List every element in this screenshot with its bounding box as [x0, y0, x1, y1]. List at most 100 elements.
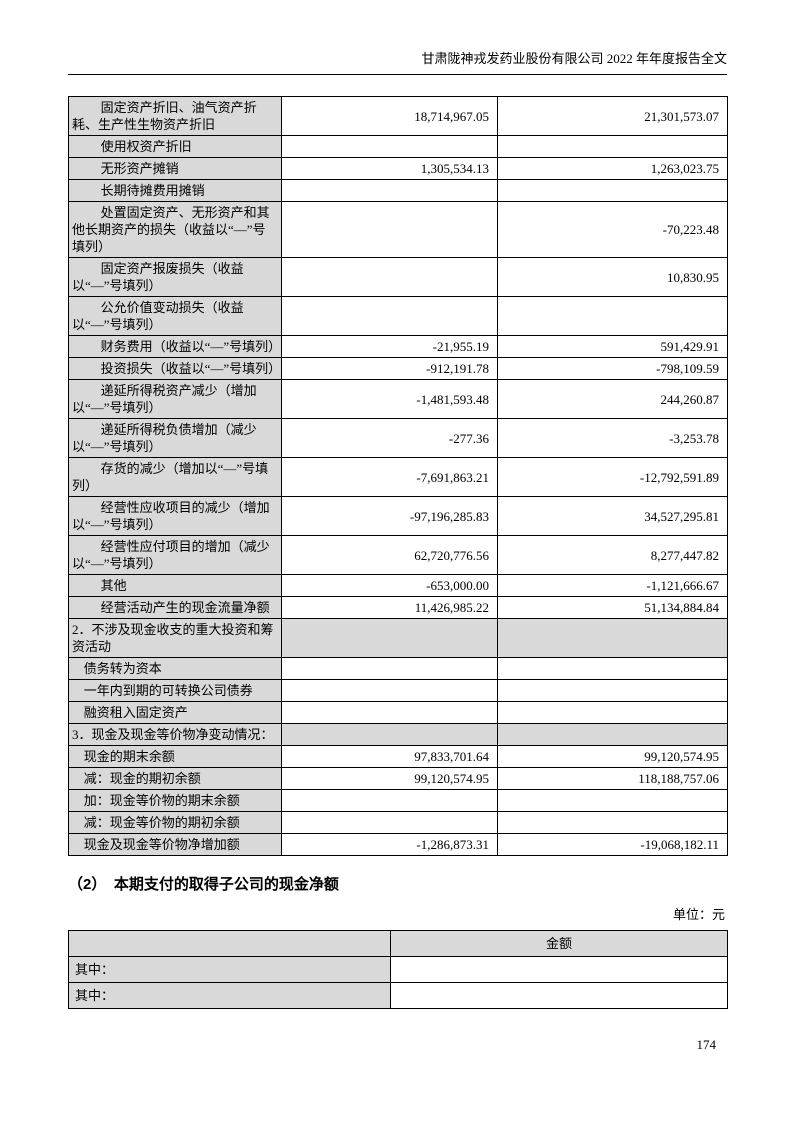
amount-col2: [497, 135, 728, 158]
amount-col2: 51,134,884.84: [497, 596, 728, 619]
amount-col2: -19,068,182.11: [497, 833, 728, 856]
row-label: 2．不涉及现金收支的重大投资和筹资活动: [68, 618, 282, 658]
amount-col1: 18,714,967.05: [281, 96, 498, 136]
amount-col1: -653,000.00: [281, 574, 498, 597]
cash-flow-table-body: 固定资产折旧、油气资产折耗、生产性生物资产折旧 18,714,967.05 21,3…: [68, 96, 728, 856]
amount-col1: -912,191.78: [281, 357, 498, 380]
header-title: 甘肃陇神戎发药业股份有限公司 2022 年年度报告全文: [421, 51, 727, 66]
row-label: 融资租入固定资产: [68, 701, 282, 724]
row-label: 公允价值变动损失（收益以“—”号填列）: [68, 296, 282, 336]
table-row: 减：现金的期初余额 99,120,574.95 118,188,757.06: [68, 767, 728, 790]
table-row: 其中：: [68, 956, 728, 983]
row-label: 其中：: [68, 982, 391, 1009]
row-label: 处置固定资产、无形资产和其他长期资产的损失（收益以“—”号填列）: [68, 201, 282, 258]
row-label: 现金及现金等价物净增加额: [68, 833, 282, 856]
row-label: 长期待摊费用摊销: [68, 179, 282, 202]
amount-col2: -70,223.48: [497, 201, 728, 258]
amount-col2: [497, 723, 728, 746]
table-row: 投资损失（收益以“—”号填列） -912,191.78 -798,109.59: [68, 357, 728, 380]
row-label: 财务费用（收益以“—”号填列）: [68, 335, 282, 358]
row-label: 其中：: [68, 956, 391, 983]
amount-col1: -1,286,873.31: [281, 833, 498, 856]
row-label: 经营活动产生的现金流量净额: [68, 596, 282, 619]
table-row: 使用权资产折旧: [68, 135, 728, 158]
amount-col1: [281, 701, 498, 724]
amount-col2: 8,277,447.82: [497, 535, 728, 575]
amount-col1: [281, 789, 498, 812]
row-label: 经营性应收项目的减少（增加以“—”号填列）: [68, 496, 282, 536]
page-header: 甘肃陇神戎发药业股份有限公司 2022 年年度报告全文: [68, 51, 727, 75]
amount-col2: 21,301,573.07: [497, 96, 728, 136]
row-label: 经营性应付项目的增加（减少以“—”号填列）: [68, 535, 282, 575]
row-label: 固定资产折旧、油气资产折耗、生产性生物资产折旧: [68, 96, 282, 136]
row-label: 加：现金等价物的期末余额: [68, 789, 282, 812]
row-label: 其他: [68, 574, 282, 597]
table-row: 递延所得税资产减少（增加以“—”号填列） -1,481,593.48 244,260…: [68, 379, 728, 419]
table-row: 无形资产摊销 1,305,534.13 1,263,023.75: [68, 157, 728, 180]
amount-col2: [497, 789, 728, 812]
subsidiary-cash-table-body: 金额 其中： 其中：: [68, 930, 728, 1009]
unit-label: 单位：元: [672, 907, 725, 922]
amount-col1: -1,481,593.48: [281, 379, 498, 419]
amount-col1: -97,196,285.83: [281, 496, 498, 536]
amount-col2: [497, 657, 728, 680]
subsidiary-cash-table: 金额 其中： 其中：: [68, 930, 728, 1009]
page-content: 甘肃陇神戎发药业股份有限公司 2022 年年度报告全文 固定资产折旧、油气资产折…: [68, 0, 728, 1009]
amount-col1: [281, 657, 498, 680]
row-label: 债务转为资本: [68, 657, 282, 680]
amount-col1: -277.36: [281, 418, 498, 458]
amount-col2: [497, 296, 728, 336]
row-label: 投资损失（收益以“—”号填列）: [68, 357, 282, 380]
table-row: 融资租入固定资产: [68, 701, 728, 724]
amount-col1: 1,305,534.13: [281, 157, 498, 180]
amount-col2: 591,429.91: [497, 335, 728, 358]
amount-col2: -798,109.59: [497, 357, 728, 380]
section-heading: （2） 本期支付的取得子公司的现金净额: [68, 875, 727, 894]
table-row: 加：现金等价物的期末余额: [68, 789, 728, 812]
table-row: 固定资产报废损失（收益以“—”号填列） 10,830.95: [68, 257, 728, 297]
header-empty-cell: [68, 930, 391, 957]
table-row: 长期待摊费用摊销: [68, 179, 728, 202]
amount-col2: 10,830.95: [497, 257, 728, 297]
amount-col1: [281, 296, 498, 336]
row-label: 无形资产摊销: [68, 157, 282, 180]
row-label: 递延所得税资产减少（增加以“—”号填列）: [68, 379, 282, 419]
amount-col1: [281, 618, 498, 658]
amount-col1: [281, 679, 498, 702]
amount-col2: [497, 618, 728, 658]
amount-col1: 99,120,574.95: [281, 767, 498, 790]
table-row: 经营活动产生的现金流量净额 11,426,985.22 51,134,884.84: [68, 596, 728, 619]
row-label: 存货的减少（增加以“—”号填列）: [68, 457, 282, 497]
table-row: 其他 -653,000.00 -1,121,666.67: [68, 574, 728, 597]
amount-col2: 34,527,295.81: [497, 496, 728, 536]
amount-col2: [497, 679, 728, 702]
amount-col2: [497, 701, 728, 724]
amount-col2: -3,253.78: [497, 418, 728, 458]
amount-col1: 97,833,701.64: [281, 745, 498, 768]
amount-col1: -7,691,863.21: [281, 457, 498, 497]
amount-col2: 99,120,574.95: [497, 745, 728, 768]
row-label: 一年内到期的可转换公司债券: [68, 679, 282, 702]
amount-col1: [281, 811, 498, 834]
table-row: 其中：: [68, 982, 728, 1009]
row-label: 3．现金及现金等价物净变动情况：: [68, 723, 282, 746]
header-amount-cell: 金额: [390, 930, 728, 957]
row-amount: [390, 982, 728, 1009]
table-row: 处置固定资产、无形资产和其他长期资产的损失（收益以“—”号填列） -70,223.…: [68, 201, 728, 258]
table-row: 减：现金等价物的期初余额: [68, 811, 728, 834]
amount-col2: 244,260.87: [497, 379, 728, 419]
row-label: 递延所得税负债增加（减少以“—”号填列）: [68, 418, 282, 458]
amount-col2: [497, 811, 728, 834]
table-row: 现金的期末余额 97,833,701.64 99,120,574.95: [68, 745, 728, 768]
table-row: 经营性应收项目的减少（增加以“—”号填列） -97,196,285.83 34,52…: [68, 496, 728, 536]
amount-col2: 118,188,757.06: [497, 767, 728, 790]
section-heading-text: （2） 本期支付的取得子公司的现金净额: [68, 876, 339, 893]
amount-col2: -1,121,666.67: [497, 574, 728, 597]
table-row: 公允价值变动损失（收益以“—”号填列）: [68, 296, 728, 336]
table-row: 财务费用（收益以“—”号填列） -21,955.19 591,429.91: [68, 335, 728, 358]
amount-col1: 11,426,985.22: [281, 596, 498, 619]
section-row: 3．现金及现金等价物净变动情况：: [68, 723, 728, 746]
table-row: 递延所得税负债增加（减少以“—”号填列） -277.36 -3,253.78: [68, 418, 728, 458]
table-row: 经营性应付项目的增加（减少以“—”号填列） 62,720,776.56 8,277,…: [68, 535, 728, 575]
